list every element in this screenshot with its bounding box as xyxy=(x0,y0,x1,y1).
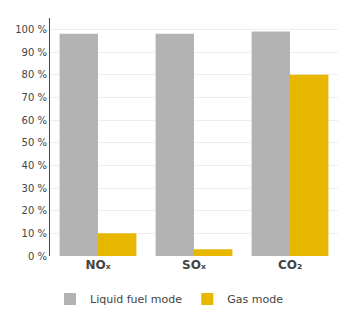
svg-text:70 %: 70 % xyxy=(22,92,47,103)
svg-text:Gas mode: Gas mode xyxy=(227,293,283,306)
svg-text:20 %: 20 % xyxy=(22,205,47,216)
svg-text:CO₂: CO₂ xyxy=(278,258,302,272)
svg-text:80 %: 80 % xyxy=(22,69,47,80)
svg-text:100 %: 100 % xyxy=(15,24,47,35)
svg-text:30 %: 30 % xyxy=(22,183,47,194)
svg-text:60 %: 60 % xyxy=(22,115,47,126)
svg-text:NOₓ: NOₓ xyxy=(85,258,110,272)
svg-text:Liquid fuel mode: Liquid fuel mode xyxy=(90,293,182,306)
svg-text:SOₓ: SOₓ xyxy=(182,258,206,272)
svg-text:90 %: 90 % xyxy=(22,47,47,58)
svg-text:10 %: 10 % xyxy=(22,228,47,239)
svg-text:50 %: 50 % xyxy=(22,137,47,148)
svg-text:40 %: 40 % xyxy=(22,160,47,171)
svg-text:0 %: 0 % xyxy=(28,251,47,262)
